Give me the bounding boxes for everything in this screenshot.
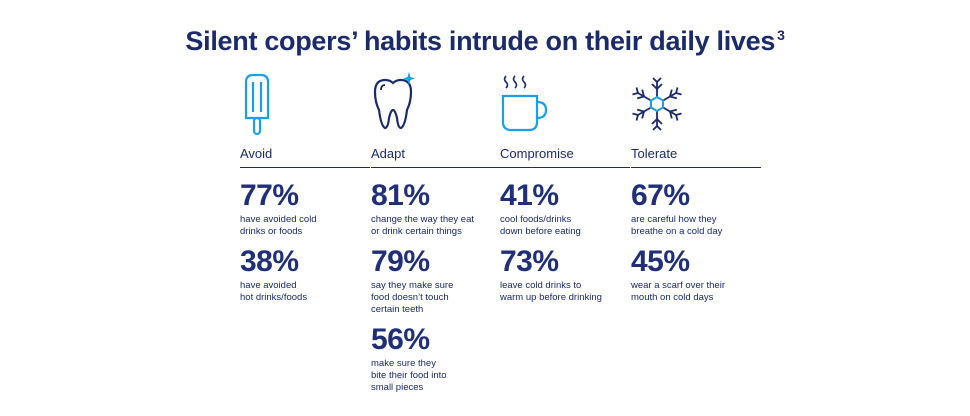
stat-description: change the way they eat or drink certain… bbox=[371, 214, 474, 237]
column-avoid: Avoid 77% have avoided cold drinks or fo… bbox=[240, 72, 370, 304]
stat-item: 79% say they make sure food doesn’t touc… bbox=[371, 246, 501, 316]
stat-percentage: 81% bbox=[371, 179, 430, 212]
stat-item: 67% are careful how they breathe on a co… bbox=[631, 180, 761, 238]
stat-item: 45% wear a scarf over their mouth on col… bbox=[631, 246, 761, 304]
stat-item: 41% cool foods/drinks down before eating bbox=[500, 180, 630, 238]
category-label-avoid: Avoid bbox=[240, 146, 370, 168]
stat-item: 56% make sure they bite their food into … bbox=[371, 324, 501, 394]
sparkling-tooth-icon bbox=[371, 72, 501, 136]
column-compromise: Compromise 41% cool foods/drinks down be… bbox=[500, 72, 630, 304]
column-adapt: Adapt 81% change the way they eat or dri… bbox=[371, 72, 501, 394]
stat-item: 77% have avoided cold drinks or foods bbox=[240, 180, 370, 238]
stat-percentage: 45% bbox=[631, 245, 690, 278]
stat-percentage: 56% bbox=[371, 323, 430, 356]
stat-item: 73% leave cold drinks to warm up before … bbox=[500, 246, 630, 304]
stat-description: make sure they bite their food into smal… bbox=[371, 358, 447, 393]
category-label-tolerate: Tolerate bbox=[631, 146, 761, 168]
stat-description: have avoided hot drinks/foods bbox=[240, 280, 308, 303]
popsicle-icon bbox=[240, 72, 370, 136]
stat-description: cool foods/drinks down before eating bbox=[500, 214, 581, 237]
snowflake-icon bbox=[631, 72, 761, 136]
stat-percentage: 41% bbox=[500, 179, 559, 212]
stat-percentage: 79% bbox=[371, 245, 430, 278]
category-label-adapt: Adapt bbox=[371, 146, 501, 168]
stat-percentage: 73% bbox=[500, 245, 559, 278]
stat-description: wear a scarf over their mouth on cold da… bbox=[631, 280, 725, 303]
stat-description: say they make sure food doesn’t touch ce… bbox=[371, 280, 454, 315]
title-footnote-marker: 3 bbox=[777, 27, 785, 43]
stat-percentage: 77% bbox=[240, 179, 299, 212]
stat-description: are careful how they breathe on a cold d… bbox=[631, 214, 723, 237]
title-text: Silent copers’ habits intrude on their d… bbox=[185, 26, 776, 56]
column-tolerate: Tolerate 67% are careful how they breath… bbox=[631, 72, 761, 304]
stat-percentage: 38% bbox=[240, 245, 299, 278]
category-label-compromise: Compromise bbox=[500, 146, 630, 168]
stat-item: 38% have avoided hot drinks/foods bbox=[240, 246, 370, 304]
stat-description: have avoided cold drinks or foods bbox=[240, 214, 317, 237]
stat-percentage: 67% bbox=[631, 179, 690, 212]
stat-item: 81% change the way they eat or drink cer… bbox=[371, 180, 501, 238]
page-title: Silent copers’ habits intrude on their d… bbox=[0, 26, 970, 57]
stat-description: leave cold drinks to warm up before drin… bbox=[500, 280, 602, 303]
hot-mug-icon bbox=[500, 72, 630, 136]
